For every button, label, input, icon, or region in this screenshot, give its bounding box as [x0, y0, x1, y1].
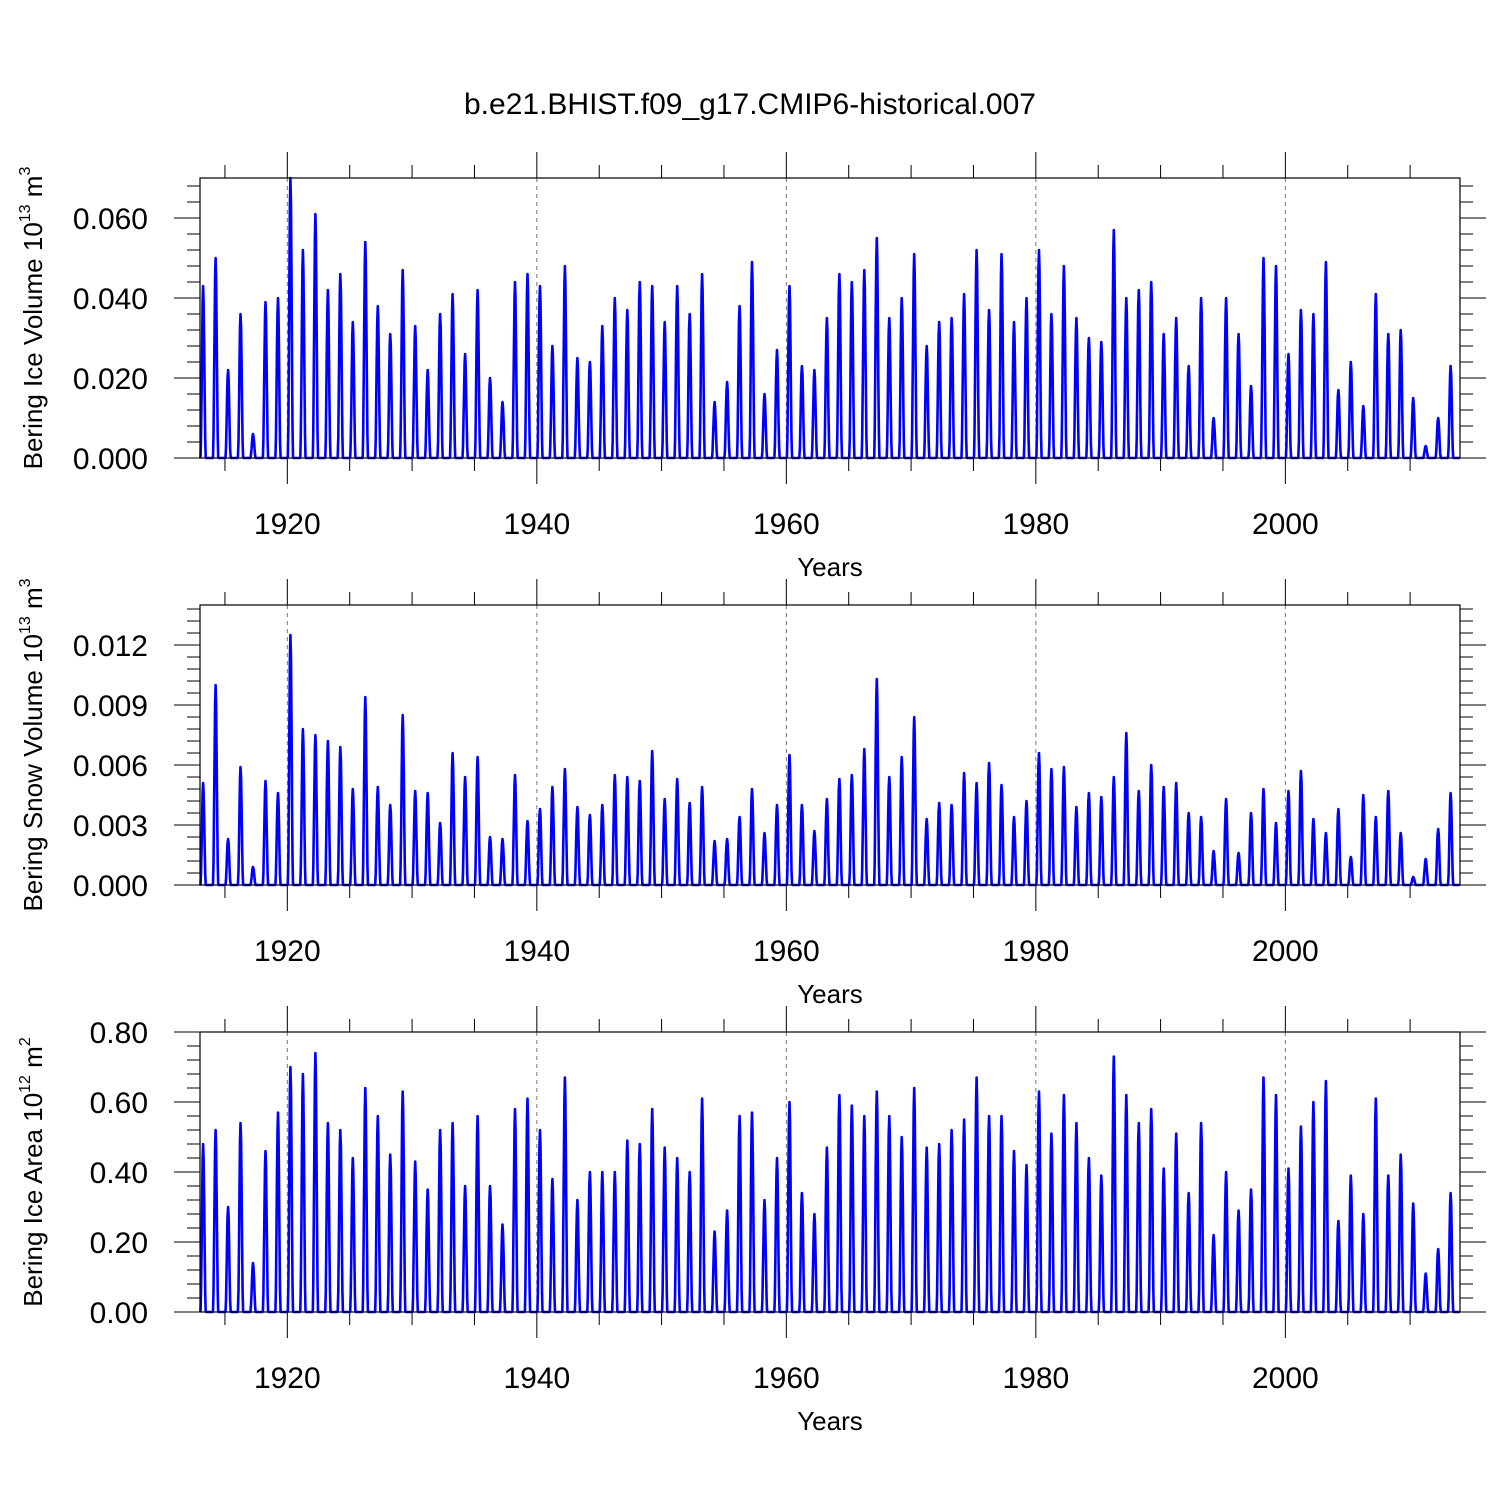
- series-line-ice-volume: [198, 176, 1461, 460]
- y-axis-label: Bering Ice Area 1012 m2: [17, 1037, 48, 1307]
- x-tick-label-1940: 1940: [503, 935, 570, 968]
- plot-frame: [199, 1031, 1461, 1313]
- x-tick-label-2000: 2000: [1252, 1362, 1319, 1395]
- chart-title: b.e21.BHIST.f09_g17.CMIP6-historical.007: [464, 88, 1036, 121]
- panel-ice-area: 0.00 0.20 0.40 0.60 0.80 1920 1940 1960 1980 2000…: [17, 1006, 1486, 1436]
- y-tick-label: 0.00: [90, 1297, 148, 1330]
- y-axis-label: Bering Ice Volume 1013 m3: [17, 167, 48, 470]
- x-axis-label: Years: [797, 979, 863, 1009]
- x-tick-label-1980: 1980: [1002, 508, 1069, 541]
- x-axis-label: Years: [797, 552, 863, 582]
- x-tick-label-2000: 2000: [1252, 508, 1319, 541]
- x-tick-label-1920: 1920: [254, 1362, 321, 1395]
- y-tick-label: 0.003: [73, 810, 148, 843]
- x-tick-label-1920: 1920: [254, 508, 321, 541]
- y-tick-label: 0.60: [90, 1087, 148, 1120]
- y-tick-label: 0.012: [73, 630, 148, 663]
- y-tick-label: 0.060: [73, 203, 148, 236]
- x-tick-label-1960: 1960: [753, 1362, 820, 1395]
- panel-ice-volume: 0.000 0.020 0.040 0.060 1920 1940 1960 1980 2000…: [17, 152, 1486, 582]
- y-tick-label: 0.80: [90, 1017, 148, 1050]
- plot-frame: [199, 177, 1461, 459]
- x-tick-label-1960: 1960: [753, 935, 820, 968]
- x-tick-label-1920: 1920: [254, 935, 321, 968]
- series-line-ice-area: [198, 1051, 1461, 1314]
- y-tick-label: 0.020: [73, 363, 148, 396]
- x-tick-label-1960: 1960: [753, 508, 820, 541]
- panel-snow-volume: 0.000 0.003 0.006 0.009 0.012 1920 1940 1960 198…: [17, 578, 1486, 1009]
- y-tick-label: 0.20: [90, 1227, 148, 1260]
- y-tick-label: 0.009: [73, 690, 148, 723]
- x-tick-label-1980: 1980: [1002, 935, 1069, 968]
- series-line-snow-volume: [199, 633, 1461, 887]
- x-tick-label-1940: 1940: [503, 1362, 570, 1395]
- y-tick-label: 0.040: [73, 283, 148, 316]
- x-tick-label-1980: 1980: [1002, 1362, 1069, 1395]
- y-tick-label: 0.000: [73, 870, 148, 903]
- y-axis-label: Bering Snow Volume 1013 m3: [17, 578, 48, 911]
- y-tick-label: 0.006: [73, 750, 148, 783]
- panels: 0.000 0.020 0.040 0.060 1920 1940 1960 1980 2000…: [17, 152, 1486, 1436]
- plot-frame: [199, 604, 1461, 886]
- x-tick-label-2000: 2000: [1252, 935, 1319, 968]
- x-tick-label-1940: 1940: [503, 508, 570, 541]
- x-axis-label: Years: [797, 1406, 863, 1436]
- y-tick-label: 0.000: [73, 443, 148, 476]
- y-tick-label: 0.40: [90, 1157, 148, 1190]
